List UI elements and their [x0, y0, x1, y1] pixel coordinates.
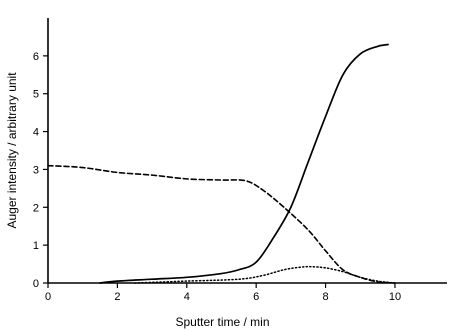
y-tick-label: 5: [33, 89, 39, 101]
y-tick-label: 0: [33, 278, 39, 290]
x-tick-label: 0: [45, 291, 51, 303]
y-tick-label: 1: [33, 240, 39, 252]
x-tick-label: 8: [323, 291, 329, 303]
series-line-dashed: [47, 164, 396, 284]
plot-area: 0 2 4 6 8 10 0 1 2 3 4 5 6: [33, 18, 447, 303]
y-axis-title: Auger intensity / arbitrary unit: [5, 72, 19, 229]
y-tick-label: 2: [33, 202, 39, 214]
series-layer: [47, 43, 396, 284]
x-axis-title: Sputter time / min: [175, 315, 269, 329]
y-tick-label: 6: [33, 51, 39, 63]
series-line-dotted: [133, 265, 396, 284]
y-tick-label: 3: [33, 164, 39, 176]
axis-layer: [47, 18, 447, 284]
x-tick-label: 2: [114, 291, 120, 303]
ticks-layer: 0 2 4 6 8 10 0 1 2 3 4 5 6: [33, 51, 401, 303]
y-tick-label: 4: [33, 127, 39, 139]
x-tick-label: 10: [389, 291, 401, 303]
x-tick-label: 6: [253, 291, 259, 303]
series-line-solid: [99, 43, 389, 284]
x-tick-label: 4: [184, 291, 190, 303]
